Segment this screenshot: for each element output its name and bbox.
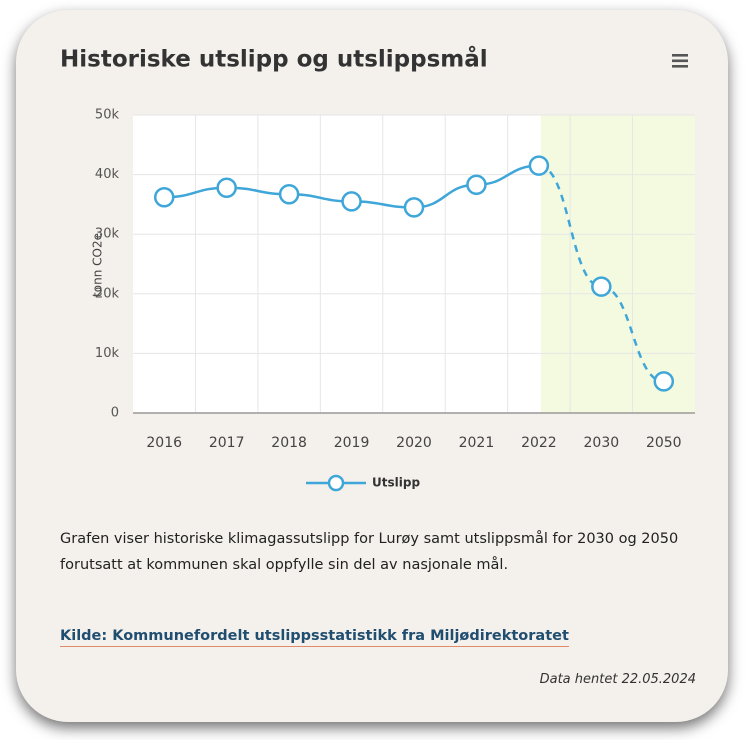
description: Grafen viser historiske klimagassutslipp… (60, 531, 679, 573)
x-tick-label: 2019 (334, 435, 370, 451)
y-tick-label: 30k (95, 227, 120, 242)
marker (403, 197, 425, 218)
x-tick-label: 2050 (646, 435, 682, 451)
fetched-date: Data hentet 22.05.2024 (539, 672, 696, 687)
chart: Historiske utslipp og utslippsmål tonn C… (60, 46, 695, 492)
source-link[interactable]: Kilde: Kommunefordelt utslippsstatistikk… (60, 628, 569, 647)
marker (341, 191, 362, 212)
projection-band (540, 115, 695, 413)
card: Historiske utslipp og utslippsmål tonn C… (16, 10, 728, 722)
marker (528, 155, 550, 176)
y-tick-label: 20k (95, 286, 120, 301)
y-tick-label: 50k (95, 108, 120, 123)
x-tick-label: 2016 (146, 435, 182, 451)
x-tick-label: 2030 (584, 435, 620, 451)
marker (278, 184, 300, 205)
marker (591, 276, 612, 297)
x-tick-label: 2021 (459, 435, 495, 451)
legend-marker (327, 474, 345, 492)
x-tick-label: 2020 (396, 435, 432, 451)
y-tick-label: 0 (111, 406, 119, 421)
menu-icon[interactable] (672, 54, 688, 68)
marker (153, 186, 175, 208)
y-tick-label: 40k (95, 167, 120, 182)
x-tick-label: 2018 (271, 435, 307, 451)
x-tick-label: 2022 (521, 435, 557, 451)
x-tick-label: 2017 (209, 435, 245, 451)
chart-title: Historiske utslipp og utslippsmål (60, 46, 488, 73)
marker (653, 371, 675, 392)
legend-label: Utslipp (372, 476, 420, 490)
y-axis-title: tonn CO2e (91, 233, 105, 297)
y-tick-label: 10k (95, 346, 120, 361)
marker (466, 174, 487, 195)
marker (216, 177, 237, 198)
